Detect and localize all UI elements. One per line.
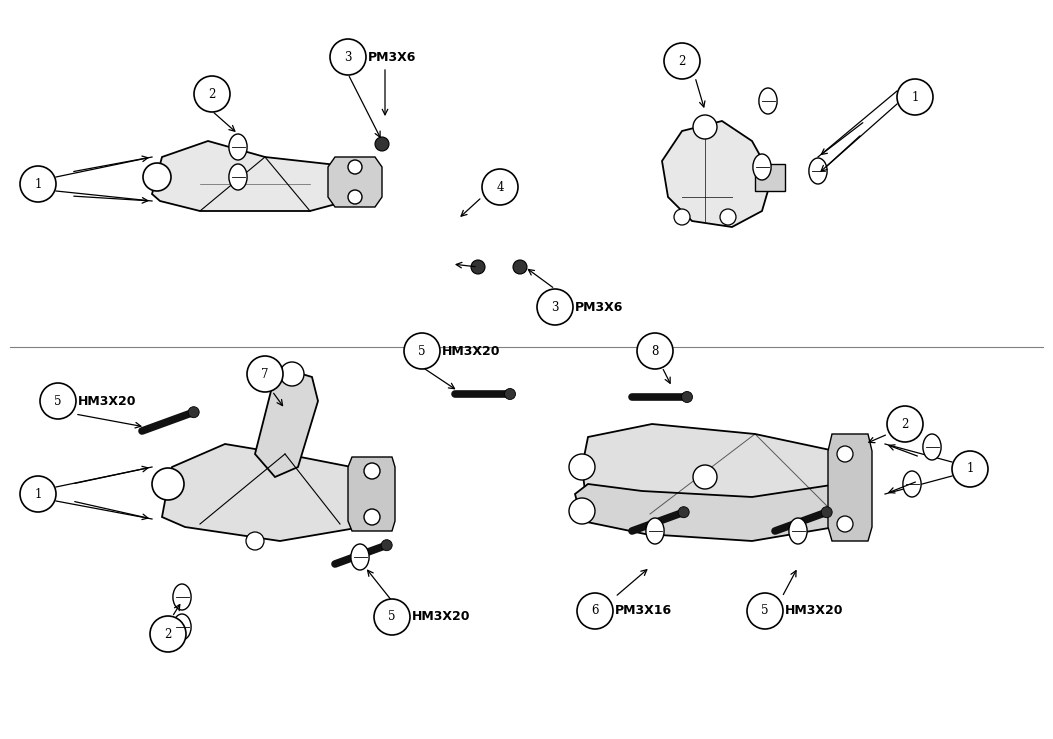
Circle shape	[897, 79, 933, 115]
Polygon shape	[575, 484, 848, 541]
Text: 3: 3	[552, 301, 559, 313]
Circle shape	[887, 406, 923, 442]
Circle shape	[674, 209, 690, 225]
Text: HM3X20: HM3X20	[784, 605, 843, 618]
Circle shape	[637, 333, 673, 369]
Circle shape	[20, 476, 56, 512]
Text: 1: 1	[35, 177, 42, 191]
Circle shape	[20, 166, 56, 202]
Circle shape	[143, 163, 171, 191]
Circle shape	[280, 362, 304, 386]
Polygon shape	[828, 434, 872, 541]
Polygon shape	[255, 371, 318, 477]
Circle shape	[471, 260, 485, 274]
Circle shape	[693, 465, 717, 489]
Ellipse shape	[789, 518, 807, 544]
Circle shape	[150, 616, 186, 652]
Circle shape	[693, 115, 717, 139]
Circle shape	[247, 356, 283, 392]
Circle shape	[374, 599, 410, 635]
Polygon shape	[347, 457, 395, 531]
Circle shape	[513, 260, 526, 274]
Text: PM3X6: PM3X6	[367, 50, 416, 64]
Circle shape	[246, 532, 264, 550]
Circle shape	[664, 43, 700, 79]
Circle shape	[40, 383, 76, 419]
Text: 5: 5	[55, 395, 62, 407]
Ellipse shape	[645, 518, 664, 544]
Text: HM3X20: HM3X20	[78, 395, 137, 407]
Circle shape	[504, 389, 516, 400]
Circle shape	[404, 333, 440, 369]
Circle shape	[952, 451, 988, 487]
Ellipse shape	[753, 154, 771, 180]
Circle shape	[330, 39, 366, 75]
Ellipse shape	[173, 584, 191, 610]
Circle shape	[569, 454, 595, 480]
Text: 5: 5	[418, 344, 425, 358]
Circle shape	[681, 392, 693, 403]
Text: 5: 5	[761, 605, 769, 618]
Polygon shape	[582, 424, 852, 514]
Text: 3: 3	[344, 50, 352, 64]
Text: 2: 2	[208, 87, 216, 101]
Circle shape	[837, 446, 853, 462]
Circle shape	[678, 507, 689, 518]
Ellipse shape	[351, 544, 370, 570]
Circle shape	[364, 463, 380, 479]
Circle shape	[720, 209, 736, 225]
Circle shape	[837, 516, 853, 532]
Circle shape	[152, 468, 184, 500]
Polygon shape	[162, 444, 385, 541]
Text: 1: 1	[35, 488, 42, 500]
Text: 7: 7	[261, 367, 269, 381]
Text: 5: 5	[389, 610, 396, 624]
Circle shape	[482, 169, 518, 205]
Ellipse shape	[759, 88, 777, 114]
Circle shape	[347, 190, 362, 204]
Polygon shape	[327, 157, 382, 207]
Ellipse shape	[809, 158, 827, 184]
Circle shape	[375, 137, 389, 151]
Circle shape	[577, 593, 613, 629]
Text: 8: 8	[652, 344, 659, 358]
Text: 1: 1	[967, 463, 974, 475]
Polygon shape	[662, 121, 772, 227]
Text: 2: 2	[678, 55, 686, 67]
Polygon shape	[755, 164, 784, 191]
Ellipse shape	[229, 134, 247, 160]
Text: 1: 1	[911, 90, 918, 103]
Polygon shape	[152, 141, 370, 211]
Circle shape	[347, 160, 362, 174]
Circle shape	[194, 76, 230, 112]
Text: 6: 6	[591, 605, 599, 618]
Text: PM3X6: PM3X6	[575, 301, 623, 313]
Circle shape	[821, 507, 832, 518]
Ellipse shape	[902, 471, 921, 497]
Ellipse shape	[229, 164, 247, 190]
Text: HM3X20: HM3X20	[412, 610, 471, 624]
Text: 2: 2	[164, 627, 172, 641]
Circle shape	[537, 289, 573, 325]
Text: 4: 4	[496, 180, 503, 194]
Circle shape	[188, 406, 199, 418]
Circle shape	[364, 509, 380, 525]
Text: PM3X16: PM3X16	[615, 605, 672, 618]
Text: HM3X20: HM3X20	[442, 344, 500, 358]
Ellipse shape	[922, 434, 941, 460]
Circle shape	[381, 539, 392, 551]
Circle shape	[747, 593, 783, 629]
Text: 2: 2	[901, 418, 909, 431]
Circle shape	[569, 498, 595, 524]
Ellipse shape	[173, 614, 191, 640]
